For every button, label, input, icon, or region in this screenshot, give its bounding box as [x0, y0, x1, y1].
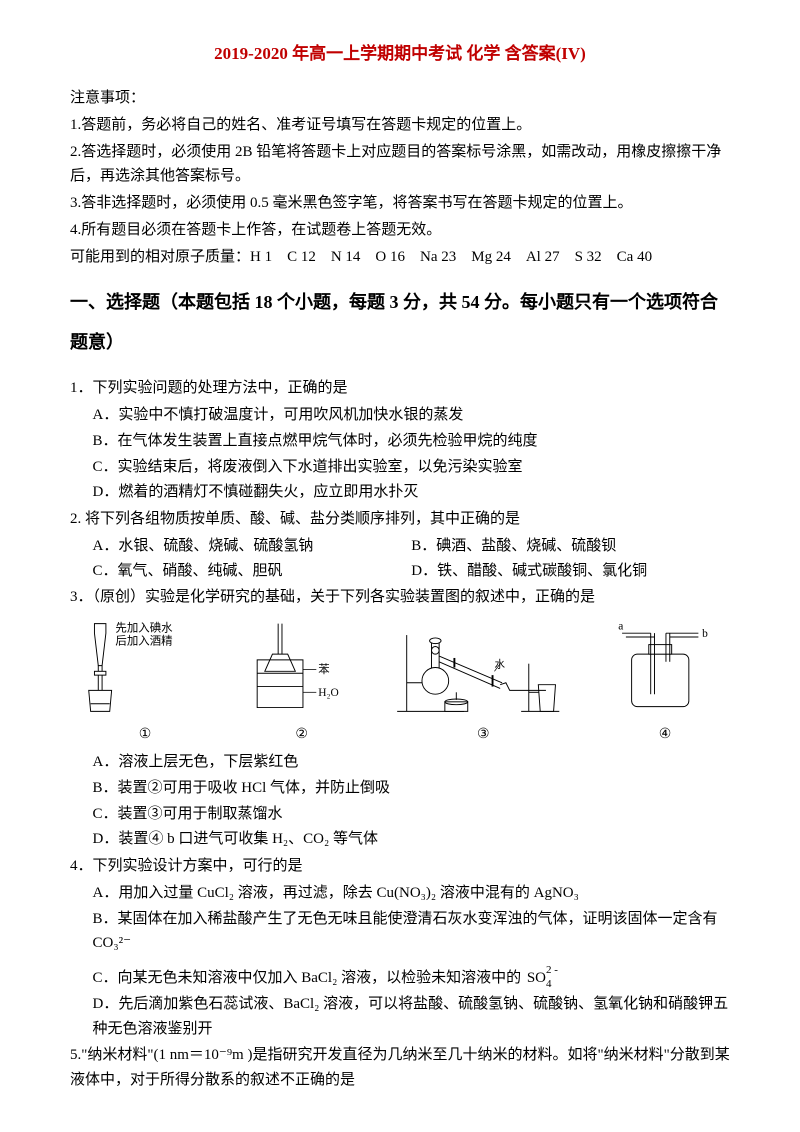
q4-c-prefix: C．向某无色未知溶液中仅加入 BaCl₂ 溶液，以检验未知溶液中的	[93, 970, 525, 986]
q1-stem: 1．下列实验问题的处理方法中，正确的是	[70, 376, 730, 401]
q1-option-a: A．实验中不慎打破温度计，可用吹风机加快水银的蒸发	[70, 403, 730, 428]
q3-option-d: D．装置④ b 口进气可收集 H₂、CO₂ 等气体	[70, 827, 730, 852]
d2-label2: H₂O	[318, 687, 339, 699]
d2-label1: 苯	[318, 662, 330, 676]
d4-label-b: b	[702, 628, 708, 640]
notice-label: 注意事项：	[70, 86, 730, 111]
notice-item-2: 2.答选择题时，必须使用 2B 铅笔将答题卡上对应题目的答案标号涂黑，如需改动，…	[70, 140, 730, 190]
d1-label1: 先加入碘水	[115, 621, 173, 634]
so4-formula: SO2 -4	[527, 971, 546, 986]
q4-option-c: C．向某无色未知溶液中仅加入 BaCl₂ 溶液，以检验未知溶液中的 SO2 -4	[70, 966, 730, 991]
diagram-4: a b ④	[600, 616, 730, 746]
q1-option-b: B．在气体发生装置上直接点燃甲烷气体时，必须先检验甲烷的纯度	[70, 429, 730, 454]
exam-title: 2019-2020 年高一上学期期中考试 化学 含答案(IV)	[70, 40, 730, 68]
q4-option-b: B．某固体在加入稀盐酸产生了无色无味且能使澄清石灰水变浑浊的气体，证明该固体一定…	[70, 907, 730, 957]
q4-option-a: A．用加入过量 CuCl₂ 溶液，再过滤，除去 Cu(NO₃)₂ 溶液中混有的 …	[70, 881, 730, 906]
diagram-1-num: ①	[139, 723, 152, 746]
q2-option-c: C．氧气、硝酸、纯碱、胆矾	[93, 559, 412, 584]
question-2: 2. 将下列各组物质按单质、酸、碱、盐分类顺序排列，其中正确的是 A．水银、硫酸…	[70, 507, 730, 583]
atomic-mass: 可能用到的相对原子质量：H 1 C 12 N 14 O 16 Na 23 Mg …	[70, 245, 730, 270]
q2-stem: 2. 将下列各组物质按单质、酸、碱、盐分类顺序排列，其中正确的是	[70, 507, 730, 532]
diagram-2: 苯 H₂O ②	[237, 616, 367, 746]
diagram-2-num: ②	[295, 723, 308, 746]
question-3: 3．（原创）实验是化学研究的基础，关于下列各实验装置图的叙述中，正确的是 先加入…	[70, 585, 730, 852]
q5-stem: 5."纳米材料"(1 nm＝10⁻⁹m )是指研究开发直径为几纳米至几十纳米的材…	[70, 1043, 730, 1093]
q4-stem: 4．下列实验设计方案中，可行的是	[70, 854, 730, 879]
diagram-3-num: ③	[477, 723, 490, 746]
q3-option-c: C．装置③可用于制取蒸馏水	[70, 802, 730, 827]
section1-heading: 一、选择题（本题包括 18 个小题，每题 3 分，共 54 分。每小题只有一个选…	[70, 283, 730, 362]
q1-option-d: D．燃着的酒精灯不慎碰翻失火，应立即用水扑灭	[70, 480, 730, 505]
q2-option-b: B．碘酒、盐酸、烧碱、硫酸钡	[411, 534, 730, 559]
notice-item-4: 4.所有题目必须在答题卡上作答，在试题卷上答题无效。	[70, 218, 730, 243]
question-5: 5."纳米材料"(1 nm＝10⁻⁹m )是指研究开发直径为几纳米至几十纳米的材…	[70, 1043, 730, 1093]
notice-item-3: 3.答非选择题时，必须使用 0.5 毫米黑色签字笔，将答案书写在答题卡规定的位置…	[70, 191, 730, 216]
q2-option-a: A．水银、硫酸、烧碱、硫酸氢钠	[93, 534, 412, 559]
q2-option-d: D．铁、醋酸、碱式碳酸铜、氯化铜	[411, 559, 730, 584]
q3-stem: 3．（原创）实验是化学研究的基础，关于下列各实验装置图的叙述中，正确的是	[70, 585, 730, 610]
diagram-4-num: ④	[659, 723, 672, 746]
q3-option-a: A．溶液上层无色，下层紫红色	[70, 750, 730, 775]
question-1: 1．下列实验问题的处理方法中，正确的是 A．实验中不慎打破温度计，可用吹风机加快…	[70, 376, 730, 505]
diagram-3: 水 ③	[383, 616, 583, 746]
diagram-1: 先加入碘水 后加入酒精 ①	[70, 616, 220, 746]
d1-label2: 后加入酒精	[115, 635, 172, 648]
d4-label-a: a	[618, 621, 623, 633]
diagram-row: 先加入碘水 后加入酒精 ① 苯 H₂O ②	[70, 616, 730, 746]
question-4: 4．下列实验设计方案中，可行的是 A．用加入过量 CuCl₂ 溶液，再过滤，除去…	[70, 854, 730, 1041]
q1-option-c: C．实验结束后，将废液倒入下水道排出实验室，以免污染实验室	[70, 455, 730, 480]
q3-option-b: B．装置②可用于吸收 HCl 气体，并防止倒吸	[70, 776, 730, 801]
notice-item-1: 1.答题前，务必将自己的姓名、准考证号填写在答题卡规定的位置上。	[70, 113, 730, 138]
q4-option-d: D．先后滴加紫色石蕊试液、BaCl₂ 溶液，可以将盐酸、硫酸氢钠、硫酸钠、氢氧化…	[70, 992, 730, 1042]
